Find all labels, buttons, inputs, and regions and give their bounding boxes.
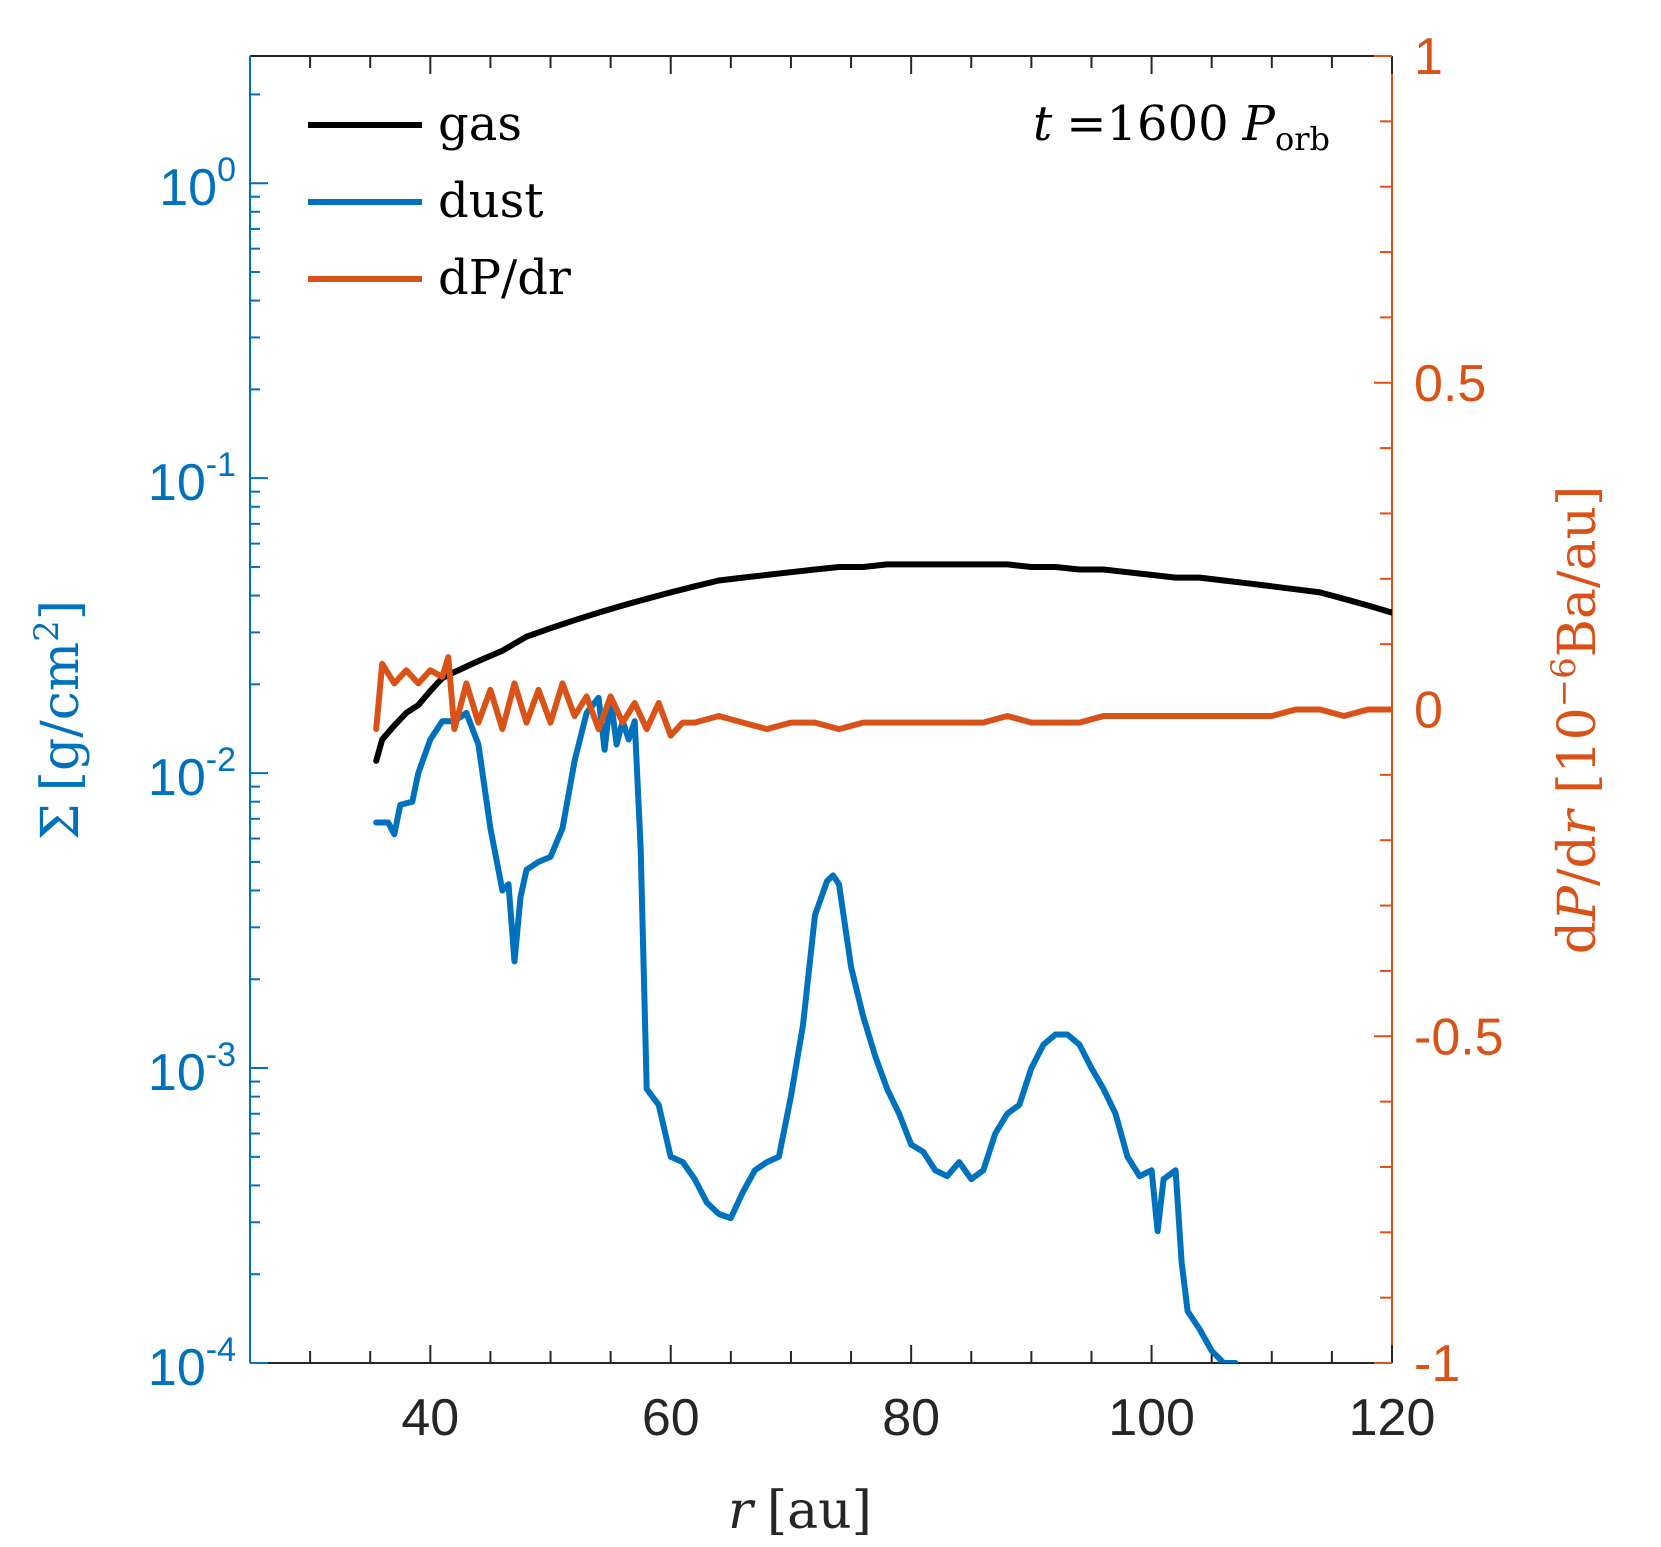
left-y-tick-label: 10-4 (148, 1331, 236, 1397)
axes-layer: 40 60 80 100 120 100 10-1 10-2 10-3 10-4 1 0.5 0 -0.5… (148, 28, 1504, 1447)
legend: gas dust dP/dr (308, 96, 571, 306)
x-tick-label: 60 (642, 1389, 700, 1447)
series-line-dpdr (373, 654, 1392, 739)
right-y-tick-label: 0.5 (1414, 355, 1486, 413)
left-y-axis-label: Σ[g/cm2] (27, 600, 91, 840)
right-y-tick-label: 1 (1414, 28, 1443, 86)
series-line-gas (373, 561, 1392, 764)
left-y-tick-label: 10-1 (148, 446, 236, 512)
right-y-tick-label: -1 (1414, 1335, 1460, 1393)
time-annotation: t =1600 Porb (1033, 96, 1330, 158)
left-y-tick-label: 10-3 (148, 1036, 236, 1102)
right-y-tick-label: 0 (1414, 682, 1443, 740)
x-tick-label: 120 (1349, 1389, 1436, 1447)
legend-label-dust: dust (438, 173, 544, 229)
legend-label-gas: gas (438, 96, 522, 152)
right-y-axis-label: dP/dr [10−6Ba/au] (1544, 486, 1608, 955)
x-tick-label: 40 (401, 1389, 459, 1447)
series-layer (373, 561, 1392, 1363)
series-line-dust (373, 694, 1239, 1363)
left-y-tick-label: 10-2 (148, 741, 236, 807)
x-tick-label: 100 (1108, 1389, 1195, 1447)
x-axis-label: r [au] (728, 1481, 872, 1541)
legend-label-dpdr: dP/dr (438, 250, 571, 306)
right-y-tick-label: -0.5 (1414, 1008, 1504, 1066)
labels-layer: t =1600 Porb r [au] Σ[g/cm2] dP/dr [10−6Ba/… (27, 96, 1608, 1541)
x-tick-label: 80 (882, 1389, 940, 1447)
left-y-tick-label: 100 (159, 151, 236, 217)
